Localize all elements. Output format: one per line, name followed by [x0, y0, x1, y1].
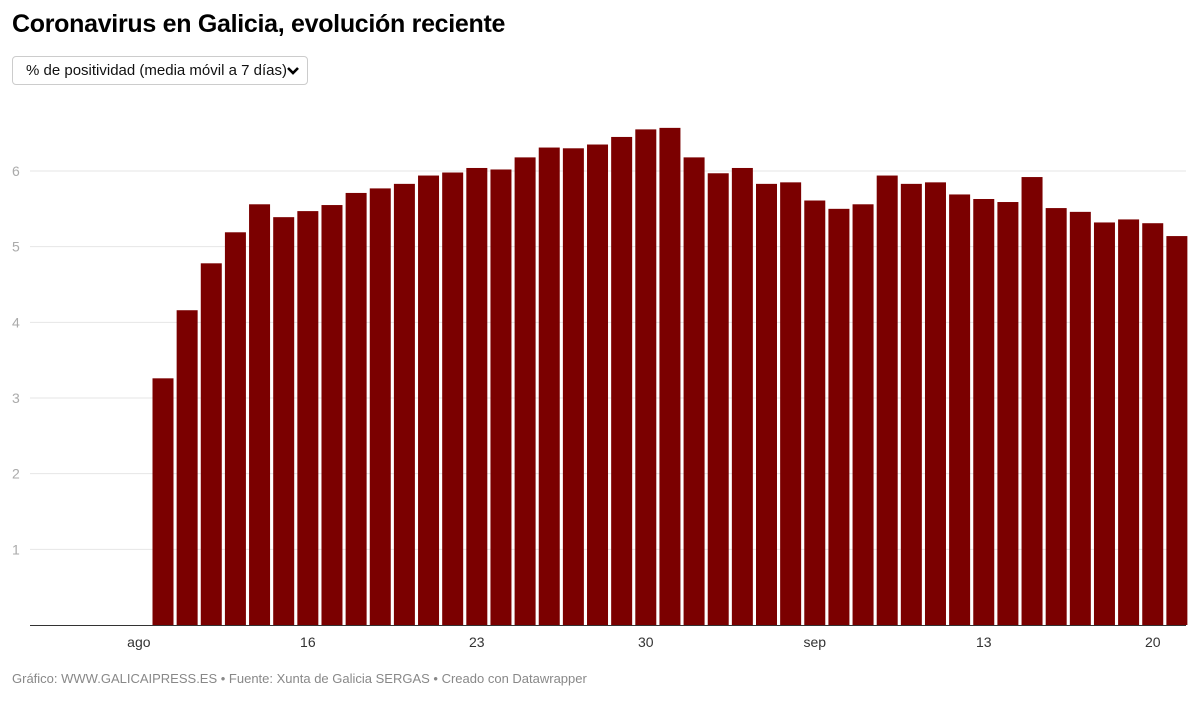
- bar: [418, 175, 440, 626]
- bar: [224, 232, 246, 626]
- bar: [707, 173, 729, 625]
- bar: [876, 175, 898, 626]
- bar: [1045, 208, 1067, 625]
- bar: [587, 144, 609, 625]
- y-tick-label: 5: [12, 239, 20, 255]
- bar: [562, 148, 584, 626]
- bar: [1021, 177, 1043, 625]
- x-tick-label: ago: [127, 634, 151, 650]
- bar: [780, 182, 802, 625]
- x-tick-label: 20: [1145, 634, 1161, 650]
- bar: [635, 129, 657, 625]
- x-tick-label: sep: [803, 634, 826, 650]
- bar: [997, 202, 1019, 626]
- bar: [369, 188, 391, 626]
- bar: [200, 263, 222, 625]
- bar: [756, 183, 777, 625]
- y-tick-label: 6: [12, 163, 20, 179]
- bar: [731, 167, 753, 625]
- bar: [297, 211, 319, 625]
- bar: [973, 198, 995, 625]
- y-tick-label: 2: [12, 466, 20, 482]
- bar: [538, 147, 560, 625]
- bar: [321, 205, 343, 626]
- bar: [514, 157, 536, 625]
- bar: [1118, 219, 1140, 625]
- y-tick-label: 1: [12, 541, 20, 557]
- footer-credits: Gráfico: WWW.GALICAIPRESS.ES • Fuente: X…: [12, 671, 587, 686]
- y-tick-label: 3: [12, 390, 20, 406]
- x-tick-label: 16: [300, 634, 316, 650]
- bar: [683, 157, 705, 625]
- bar: [804, 200, 826, 625]
- bar: [659, 127, 681, 626]
- y-tick-label: 4: [12, 314, 20, 330]
- x-tick-label: 30: [638, 634, 654, 650]
- bar: [828, 208, 850, 626]
- bar: [852, 204, 874, 625]
- bar: [345, 192, 367, 625]
- dropdown-selected: % de positividad (media móvil a 7 días): [26, 62, 287, 79]
- bar: [442, 172, 464, 625]
- chevron-down-icon: [287, 67, 299, 75]
- bar: [1069, 211, 1091, 626]
- bar: [949, 194, 971, 625]
- bar: [466, 167, 488, 625]
- chart-title: Coronavirus en Galicia, evolución recien…: [12, 10, 506, 38]
- bar: [611, 136, 633, 625]
- bar: [249, 204, 271, 625]
- bar: [1093, 222, 1115, 625]
- bar: [393, 183, 415, 625]
- bar: [1166, 236, 1188, 625]
- x-tick-label: 13: [976, 634, 992, 650]
- metric-dropdown[interactable]: % de positividad (media móvil a 7 días): [12, 56, 308, 85]
- bar: [490, 169, 512, 625]
- bar: [273, 217, 295, 625]
- bar: [176, 310, 198, 625]
- bar: [900, 183, 922, 625]
- x-tick-label: 23: [469, 634, 485, 650]
- bar: [1142, 223, 1164, 625]
- bar: [152, 378, 174, 625]
- bar: [924, 182, 946, 625]
